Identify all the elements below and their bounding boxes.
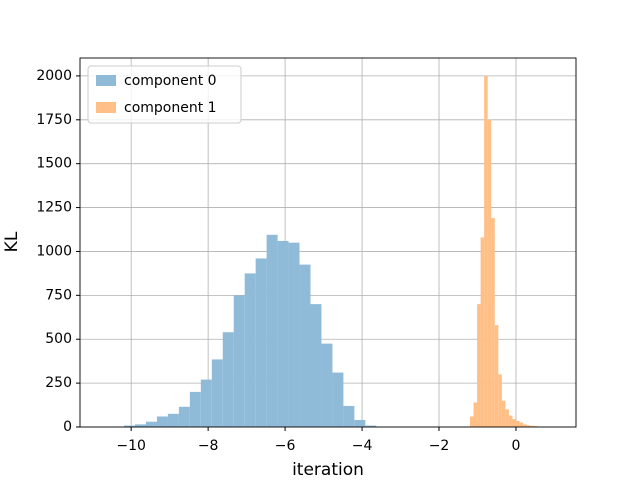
bar <box>523 424 527 427</box>
x-tick-label: −2 <box>429 438 450 454</box>
y-tick-label: 2000 <box>36 68 72 84</box>
bar <box>473 402 478 427</box>
bar <box>288 242 300 427</box>
x-tick-label: −4 <box>352 438 373 454</box>
bar <box>519 422 524 427</box>
bar <box>508 415 513 427</box>
bar <box>178 406 190 427</box>
bar <box>354 419 366 427</box>
bar <box>211 359 223 427</box>
bar <box>487 119 492 428</box>
legend-swatch <box>96 75 116 86</box>
y-tick-label: 250 <box>45 375 72 391</box>
bar <box>233 295 245 427</box>
bar <box>156 416 168 427</box>
bar <box>222 332 234 427</box>
bar <box>484 75 488 427</box>
bar <box>321 343 333 427</box>
marks <box>113 75 555 428</box>
x-axis-label: iteration <box>292 460 364 480</box>
y-tick-label: 750 <box>45 287 72 303</box>
y-tick-label: 1500 <box>36 156 72 172</box>
bar <box>135 424 146 427</box>
bar <box>505 409 509 427</box>
bar <box>200 379 212 427</box>
y-tick-label: 1250 <box>36 200 72 216</box>
bar <box>530 425 534 427</box>
bar <box>343 405 355 427</box>
legend-label: component 1 <box>124 100 217 116</box>
y-tick-label: 500 <box>45 331 72 347</box>
bar <box>299 264 311 427</box>
legend-swatch <box>96 102 116 113</box>
y-axis-label: KL <box>2 231 22 252</box>
bar <box>498 374 502 427</box>
bar <box>477 304 481 427</box>
x-tick-label: −8 <box>198 438 219 454</box>
bar <box>516 420 520 427</box>
bar <box>494 325 499 427</box>
bar <box>189 391 201 427</box>
bar <box>501 400 506 427</box>
y-tick-label: 1750 <box>36 112 72 128</box>
bar <box>244 273 256 427</box>
bar <box>310 304 322 427</box>
x-tick-label: −6 <box>275 438 296 454</box>
bar <box>526 425 531 427</box>
bar <box>266 234 278 427</box>
bar <box>255 258 267 427</box>
x-tick-label: 0 <box>512 438 521 454</box>
plot-frame <box>79 57 577 428</box>
bar <box>167 413 179 427</box>
grid <box>80 58 576 428</box>
legend-label: component 0 <box>124 73 217 89</box>
bar <box>145 421 157 427</box>
bar <box>277 240 289 427</box>
x-tick-label: −10 <box>116 438 146 454</box>
bar <box>124 425 136 427</box>
bar <box>469 416 474 427</box>
bar <box>491 218 495 427</box>
legend-box <box>87 65 242 124</box>
bar <box>480 237 485 427</box>
bar <box>332 372 344 427</box>
bar <box>365 425 377 427</box>
y-tick-label: 0 <box>63 419 72 435</box>
bar <box>512 419 517 427</box>
y-tick-label: 1000 <box>36 243 72 259</box>
